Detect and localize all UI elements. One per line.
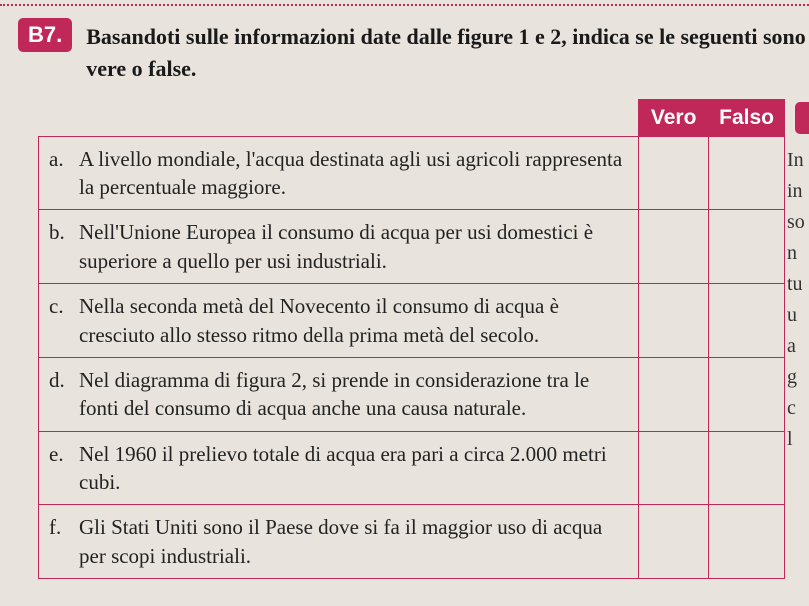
exercise-number-badge: B7. — [18, 18, 72, 52]
exercise-header: B7. Basandoti sulle informazioni date da… — [18, 18, 809, 85]
row-letter: a. — [49, 145, 69, 202]
falso-cell[interactable] — [709, 136, 785, 210]
row-letter: c. — [49, 292, 69, 349]
exercise-instruction: Basandoti sulle informazioni date dalle … — [86, 18, 809, 85]
right-cutoff-badge — [795, 102, 809, 134]
table-row: d. Nel diagramma di figura 2, si prende … — [39, 357, 785, 431]
statement-cell: b. Nell'Unione Europea il consumo di acq… — [39, 210, 639, 284]
row-letter: e. — [49, 440, 69, 497]
right-cutoff-text: In in so n tu u a g c l — [787, 145, 809, 455]
vero-cell[interactable] — [639, 210, 709, 284]
statement-cell: a. A livello mondiale, l'acqua destinata… — [39, 136, 639, 210]
table-row: b. Nell'Unione Europea il consumo di acq… — [39, 210, 785, 284]
falso-cell[interactable] — [709, 431, 785, 505]
vero-cell[interactable] — [639, 357, 709, 431]
statement-cell: d. Nel diagramma di figura 2, si prende … — [39, 357, 639, 431]
falso-cell[interactable] — [709, 357, 785, 431]
table-row: c. Nella seconda metà del Novecento il c… — [39, 284, 785, 358]
row-letter: d. — [49, 366, 69, 423]
falso-cell[interactable] — [709, 284, 785, 358]
table-row: a. A livello mondiale, l'acqua destinata… — [39, 136, 785, 210]
frag: a — [787, 331, 809, 362]
frag: tu — [787, 269, 809, 300]
table-row: e. Nel 1960 il prelievo totale di acqua … — [39, 431, 785, 505]
vero-cell[interactable] — [639, 505, 709, 579]
table-row: f. Gli Stati Uniti sono il Paese dove si… — [39, 505, 785, 579]
true-false-table-wrap: Vero Falso a. A livello mondiale, l'acqu… — [38, 99, 809, 579]
statement-cell: e. Nel 1960 il prelievo totale di acqua … — [39, 431, 639, 505]
row-letter: b. — [49, 218, 69, 275]
frag: l — [787, 424, 809, 455]
row-text: Nell'Unione Europea il consumo di acqua … — [79, 218, 628, 275]
frag: g — [787, 362, 809, 393]
vero-cell[interactable] — [639, 136, 709, 210]
header-empty — [39, 99, 639, 136]
frag: u — [787, 300, 809, 331]
row-text: Gli Stati Uniti sono il Paese dove si fa… — [79, 513, 628, 570]
frag: in — [787, 176, 809, 207]
row-text: A livello mondiale, l'acqua destinata ag… — [79, 145, 628, 202]
true-false-table: Vero Falso a. A livello mondiale, l'acqu… — [38, 99, 785, 579]
row-text: Nel 1960 il prelievo totale di acqua era… — [79, 440, 628, 497]
vero-cell[interactable] — [639, 284, 709, 358]
row-text: Nel diagramma di figura 2, si prende in … — [79, 366, 628, 423]
row-text: Nella seconda metà del Novecento il cons… — [79, 292, 628, 349]
falso-cell[interactable] — [709, 210, 785, 284]
header-vero: Vero — [639, 99, 709, 136]
frag: In — [787, 145, 809, 176]
statement-cell: f. Gli Stati Uniti sono il Paese dove si… — [39, 505, 639, 579]
frag: c — [787, 393, 809, 424]
frag: n — [787, 238, 809, 269]
frag: so — [787, 207, 809, 238]
row-letter: f. — [49, 513, 69, 570]
falso-cell[interactable] — [709, 505, 785, 579]
vero-cell[interactable] — [639, 431, 709, 505]
statement-cell: c. Nella seconda metà del Novecento il c… — [39, 284, 639, 358]
header-falso: Falso — [709, 99, 785, 136]
page-content: B7. Basandoti sulle informazioni date da… — [0, 0, 809, 579]
